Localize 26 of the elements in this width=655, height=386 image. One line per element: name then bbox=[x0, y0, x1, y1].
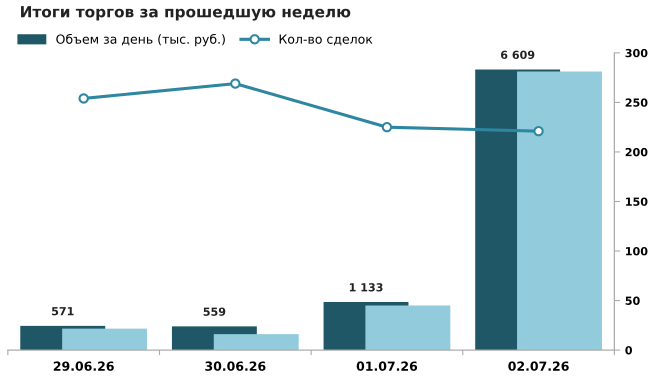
point bbox=[230, 78, 241, 89]
bar bbox=[214, 334, 299, 350]
y2-tick-label: 200 bbox=[626, 148, 648, 156]
y2-tick-label: 0 bbox=[625, 346, 632, 354]
data-label: 1 133 bbox=[350, 283, 383, 292]
data-label: 6 609 bbox=[500, 50, 534, 59]
bar bbox=[62, 328, 148, 350]
point bbox=[533, 126, 544, 136]
y2-tick-label: 100 bbox=[626, 247, 648, 256]
chart-title: Итоги торгов за прошедшую неделю bbox=[21, 6, 350, 21]
bar bbox=[365, 305, 450, 350]
x-tick-label: 01.07.26 bbox=[356, 361, 418, 371]
point bbox=[78, 93, 89, 104]
data-label: 559 bbox=[204, 307, 226, 316]
y2-tick-label: 250 bbox=[626, 98, 648, 107]
data-label: 571 bbox=[52, 307, 74, 316]
legend-label: Кол-во сделок bbox=[280, 34, 372, 46]
y2-tick-label: 150 bbox=[626, 197, 648, 206]
bar bbox=[517, 72, 602, 350]
x-tick-label: 29.06.26 bbox=[54, 361, 114, 371]
y2-tick-label: 50 bbox=[626, 296, 640, 305]
legend-label: Объем за день (тыс. руб.) bbox=[56, 34, 225, 46]
point bbox=[382, 122, 392, 132]
x-tick-label: 30.06.26 bbox=[205, 361, 266, 371]
y2-tick-label: 300 bbox=[626, 48, 648, 58]
x-tick-label: 02.07.26 bbox=[508, 361, 569, 371]
